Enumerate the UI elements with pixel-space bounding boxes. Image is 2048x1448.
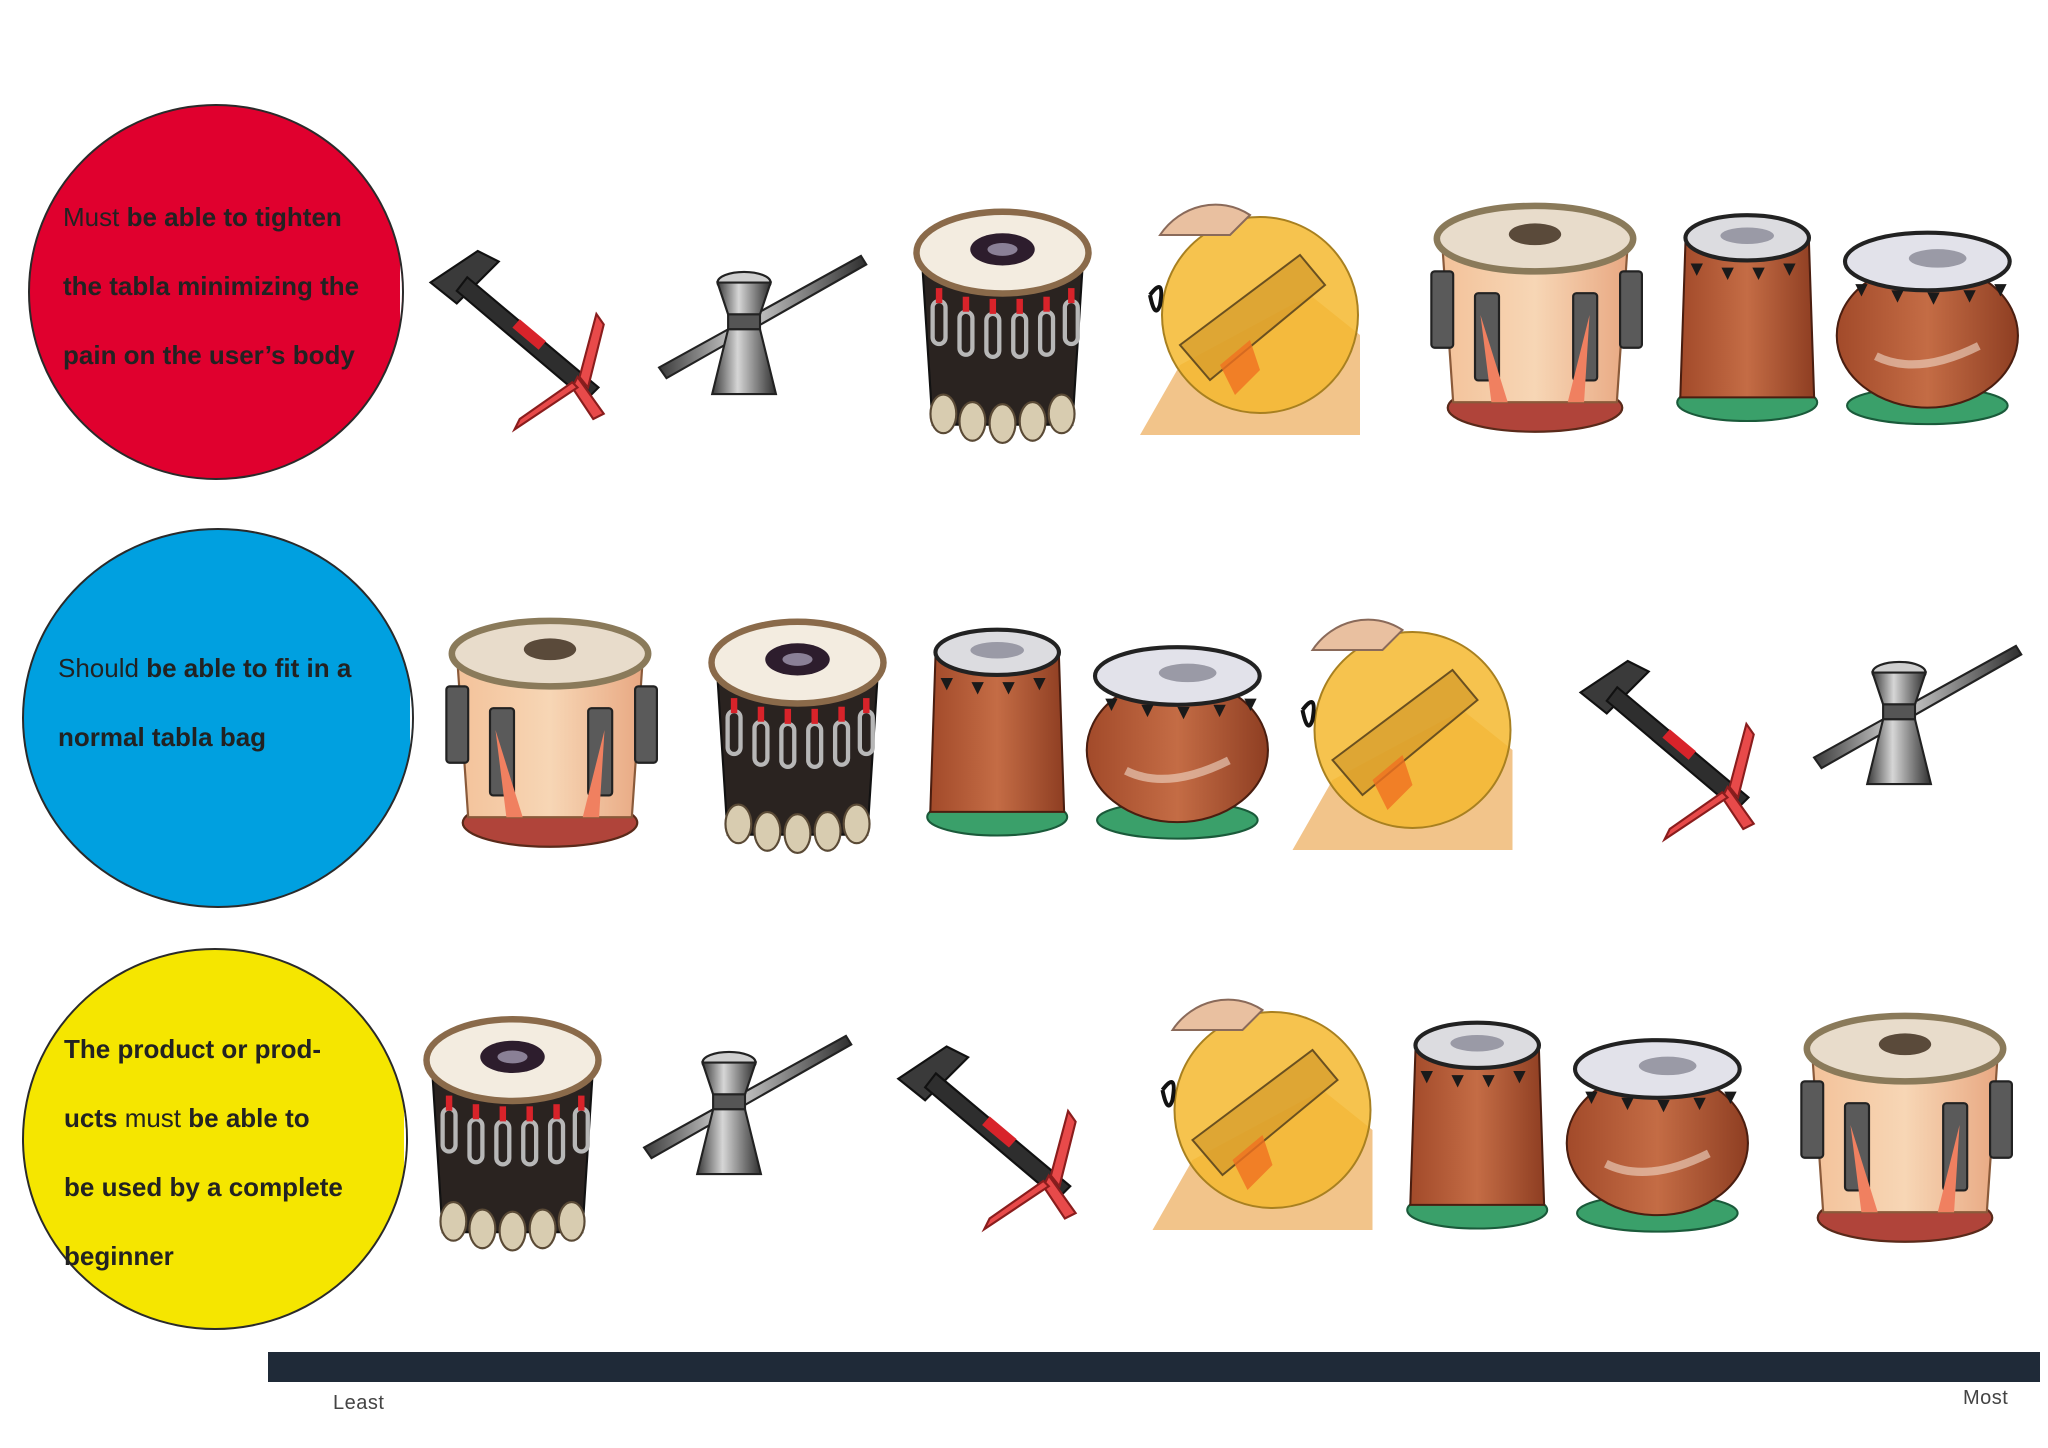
- row1-rank2-tuning-tool-icon: [645, 240, 875, 410]
- row2-rank1-tabla-set-strap-icon: [420, 610, 680, 850]
- criterion-text-1: Must be able to tighten the tabla minimiz…: [63, 183, 359, 390]
- row1-rank4-shoulder-strap-icon: [1130, 195, 1370, 435]
- criterion-text-segment: normal tabla bag: [58, 722, 267, 752]
- criterion-text-segment: be able to tighten: [126, 202, 342, 232]
- criterion-1-line: pain on the user’s body: [63, 340, 355, 370]
- criterion-3-line: beginner: [64, 1241, 174, 1271]
- scale-most-label: Most: [1963, 1387, 2009, 1409]
- criterion-text-segment: Must: [63, 202, 127, 232]
- row2-rank2-tabla-ring-clamp-icon: [690, 595, 905, 870]
- row2-rank5-hammer-icon: [1560, 640, 1790, 850]
- criterion-text-segment: beginner: [64, 1241, 174, 1271]
- row1-rank1-hammer-icon: [410, 230, 640, 440]
- criterion-text-3: The product or prod-ucts must be able to…: [64, 1015, 343, 1291]
- row3-rank2-tuning-tool-icon: [630, 1020, 860, 1190]
- criterion-3-line: ucts must be able to: [64, 1103, 310, 1133]
- criterion-text-segment: be able to fit in a: [146, 653, 352, 683]
- criterion-circle-1: [28, 104, 404, 480]
- row3-rank6-tabla-set-strap-icon: [1775, 1005, 2035, 1245]
- criterion-text-segment: The product or prod-: [64, 1034, 322, 1064]
- row3-rank3-hammer-icon: [880, 1025, 1110, 1240]
- criterion-circle-2: [22, 528, 414, 908]
- criterion-text-segment: the tabla minimizing the: [63, 271, 360, 301]
- criterion-text-segment: Should: [58, 653, 147, 683]
- criterion-1-line: the tabla minimizing the: [63, 271, 359, 301]
- criterion-circle-3: [22, 948, 408, 1330]
- row2-rank6-tuning-tool-icon: [1800, 630, 2030, 800]
- ranking-scale-bar: [268, 1352, 2040, 1382]
- criterion-2-line: normal tabla bag: [58, 722, 266, 752]
- criterion-text-segment: be able to: [188, 1103, 310, 1133]
- row3-rank1-tabla-ring-clamp-icon: [405, 995, 620, 1265]
- row1-rank6-tabla-pair-icon: [1670, 200, 2020, 430]
- row1-rank3-tabla-ring-clamp-icon: [895, 190, 1110, 455]
- criterion-2-line: Should be able to fit in a: [58, 653, 351, 683]
- criterion-1-line: Must be able to tighten: [63, 202, 342, 232]
- scale-least-label: Least: [333, 1392, 385, 1414]
- row2-rank4-shoulder-strap-icon: [1280, 610, 1525, 850]
- criterion-3-line: The product or prod-: [64, 1034, 321, 1064]
- row3-rank5-tabla-pair-icon: [1400, 1005, 1750, 1240]
- criterion-text-segment: pain on the user’s body: [63, 340, 355, 370]
- row1-rank5-tabla-set-strap-icon: [1410, 195, 1660, 435]
- criterion-text-segment: be used by a complete: [64, 1172, 343, 1202]
- criterion-text-segment: must: [117, 1103, 189, 1133]
- criterion-text-2: Should be able to fit in a normal tabla b…: [58, 634, 351, 772]
- criterion-text-segment: ucts: [64, 1103, 118, 1133]
- criterion-3-line: be used by a complete: [64, 1172, 343, 1202]
- row3-rank4-shoulder-strap-icon: [1140, 990, 1385, 1230]
- row2-rank3-tabla-pair-icon: [920, 612, 1270, 847]
